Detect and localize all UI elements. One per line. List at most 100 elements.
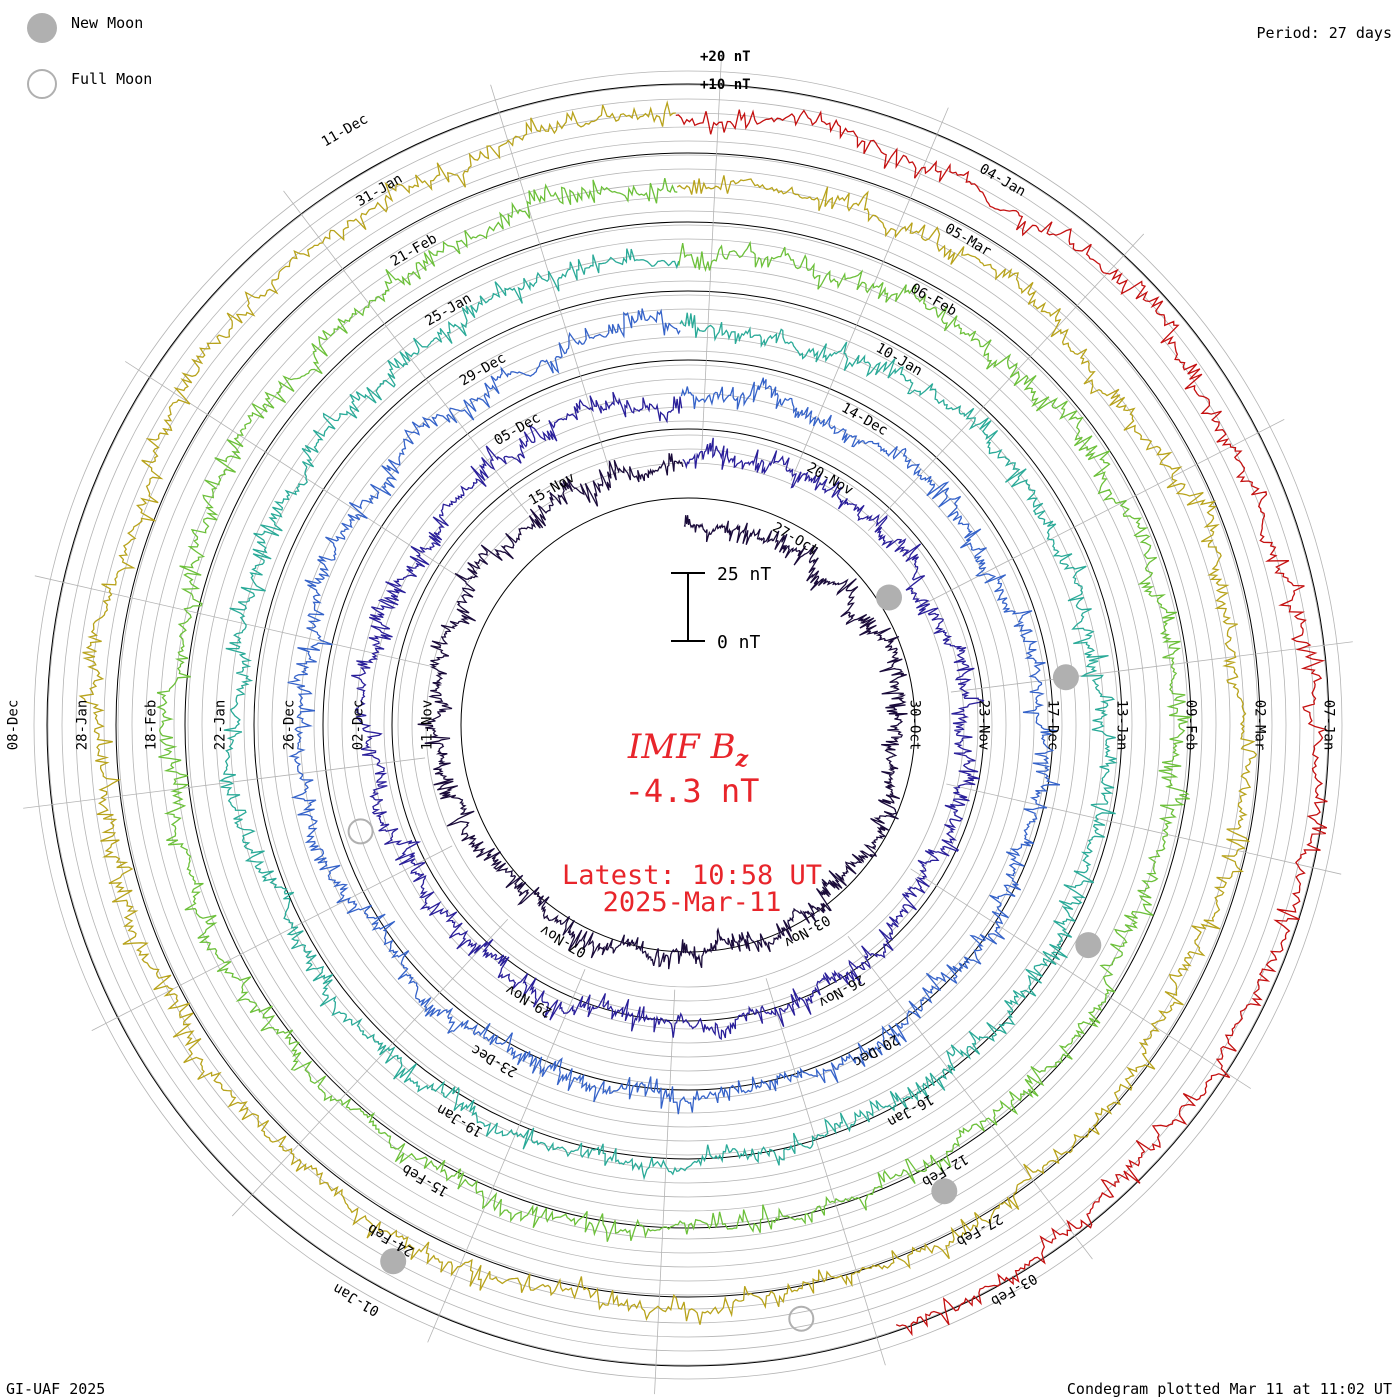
full-moon-legend-icon xyxy=(27,69,57,99)
date-label: 11-Nov xyxy=(419,700,435,751)
grid-ring xyxy=(131,168,1245,1282)
grid-ring xyxy=(61,98,1315,1352)
baseline-ring xyxy=(115,152,1261,1298)
grid-ring xyxy=(397,434,979,1016)
date-label: 02-Dec xyxy=(350,700,366,751)
grid-ring xyxy=(327,364,1049,1086)
grid-spoke xyxy=(427,969,586,1343)
date-label: 07-Jan xyxy=(1320,700,1336,751)
date-label: 13-Jan xyxy=(1113,700,1129,751)
grid-spoke xyxy=(923,419,1285,605)
new-moon-marker xyxy=(876,584,902,611)
grid-spoke xyxy=(23,757,426,809)
plotted-label: Condegram plotted Mar 11 at 11:02 UT xyxy=(1067,1380,1392,1398)
date-label: 08-Dec xyxy=(5,700,21,751)
grid-ring xyxy=(299,336,1077,1114)
date-label: 09-Feb xyxy=(1182,700,1198,751)
grid-ring xyxy=(47,84,1329,1366)
date-label: 11-Dec xyxy=(319,111,371,150)
chart-title-subscript: z xyxy=(735,746,749,772)
grid-spoke xyxy=(946,783,1342,875)
chart-title: IMF Bz xyxy=(627,727,749,772)
grid-spoke xyxy=(950,641,1353,693)
trace-rotation-4 xyxy=(156,177,1193,1242)
date-label: 28-Jan xyxy=(74,700,90,751)
grid-spoke xyxy=(34,575,430,667)
scale-bottom-label: 0 nT xyxy=(717,632,761,653)
grid-ring xyxy=(355,392,1021,1058)
baseline-ring xyxy=(322,359,1054,1091)
new-moon-marker xyxy=(931,1178,958,1205)
baseline-ring xyxy=(391,428,985,1022)
date-label: 18-Feb xyxy=(143,700,159,751)
new-moon-marker xyxy=(1075,932,1102,959)
trace-rotation-3 xyxy=(218,248,1118,1181)
date-label: 27-Feb xyxy=(953,1210,1005,1249)
grid-spoke xyxy=(91,845,453,1031)
date-label: 23-Dec xyxy=(468,1041,520,1080)
grid-ring xyxy=(229,266,1147,1184)
grid-ring xyxy=(341,378,1035,1072)
new-moon-marker xyxy=(380,1248,407,1275)
current-value: -4.3 nT xyxy=(625,772,760,810)
grid-spoke xyxy=(125,361,466,582)
trace-rotation-5 xyxy=(78,100,1258,1325)
grid-spoke xyxy=(790,107,949,481)
latest-date: 2025-Mar-11 xyxy=(603,887,782,918)
grid-spoke xyxy=(847,936,1093,1260)
grid-spoke xyxy=(231,918,509,1217)
baseline-ring xyxy=(253,290,1123,1160)
scale-top-label: 25 nT xyxy=(717,564,771,585)
grid-spoke xyxy=(490,84,611,472)
grid-ring xyxy=(187,224,1189,1226)
data-traces xyxy=(78,100,1328,1337)
full-moon-marker xyxy=(347,818,374,845)
grid-spoke xyxy=(867,233,1145,532)
grid-ring xyxy=(369,406,1007,1044)
grid-ring xyxy=(215,252,1161,1198)
grid-ring xyxy=(89,126,1287,1324)
ring-label-10nt: +10 nT xyxy=(700,77,751,93)
trace-rotation-0 xyxy=(417,453,908,970)
grid-spoke xyxy=(765,978,886,1366)
grid-ring xyxy=(285,322,1091,1128)
latest-time: Latest: 10:58 UT xyxy=(562,860,822,891)
grid-ring xyxy=(75,112,1301,1338)
date-label: 22-Jan xyxy=(212,700,228,751)
trace-rotation-6 xyxy=(675,109,1328,1337)
baseline-ring xyxy=(46,83,1330,1367)
grid-ring xyxy=(271,308,1105,1142)
trace-rotation-1 xyxy=(351,391,985,1041)
grid-ring xyxy=(145,182,1231,1268)
date-label: 26-Dec xyxy=(281,700,297,751)
full-moon-marker xyxy=(788,1305,815,1332)
grid-ring xyxy=(103,140,1273,1310)
date-label: 23-Nov xyxy=(975,700,991,751)
date-label: 17-Dec xyxy=(1044,700,1060,751)
grid-ring xyxy=(159,196,1217,1254)
grid-ring xyxy=(383,420,993,1030)
date-label: 30-Oct xyxy=(906,700,922,751)
date-label: 02-Mar xyxy=(1251,700,1267,751)
grid-ring xyxy=(313,350,1063,1100)
chart-title-main: IMF B xyxy=(627,727,736,767)
credit-label: GI-UAF 2025 xyxy=(6,1380,105,1398)
moon-markers xyxy=(347,584,1102,1332)
new-moon-legend-label: New Moon xyxy=(71,14,143,32)
grid-ring xyxy=(243,280,1133,1170)
new-moon-marker xyxy=(1052,664,1079,691)
date-label: 29-Nov xyxy=(503,981,555,1020)
grid-ring xyxy=(411,448,965,1002)
full-moon-legend-label: Full Moon xyxy=(71,70,152,88)
grid-spoke xyxy=(910,868,1251,1089)
grid xyxy=(23,55,1353,1395)
grid-ring xyxy=(33,70,1343,1380)
grid-ring xyxy=(117,154,1259,1296)
period-label: Period: 27 days xyxy=(1257,24,1392,42)
grid-spoke xyxy=(654,989,676,1395)
new-moon-legend-icon xyxy=(27,13,57,43)
ring-label-20nt: +20 nT xyxy=(700,49,751,65)
trace-rotation-2 xyxy=(287,308,1061,1115)
grid-ring xyxy=(257,294,1119,1156)
